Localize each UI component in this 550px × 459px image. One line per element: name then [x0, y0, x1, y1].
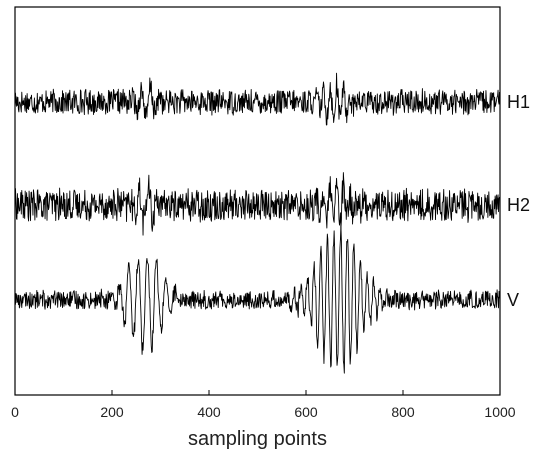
trace-h2 — [14, 172, 500, 236]
x-tick-label-1000: 1000 — [484, 404, 515, 420]
x-tick-label-600: 600 — [294, 404, 318, 420]
x-tick-label-0: 0 — [11, 404, 19, 420]
x-tick-label-800: 800 — [391, 404, 415, 420]
trace-label-v: V — [507, 290, 519, 310]
tick-group: 0 200 400 600 800 1000 — [11, 390, 516, 420]
trace-h1 — [14, 72, 500, 126]
trace-label-h2: H2 — [507, 195, 530, 215]
trace-v — [14, 225, 500, 374]
trace-label-h1: H1 — [507, 92, 530, 112]
x-axis-title: sampling points — [188, 428, 327, 450]
trace-group — [14, 72, 500, 374]
trace-label-group: H1 H2 V — [507, 92, 530, 310]
x-tick-label-400: 400 — [197, 404, 221, 420]
x-tick-label-200: 200 — [100, 404, 124, 420]
